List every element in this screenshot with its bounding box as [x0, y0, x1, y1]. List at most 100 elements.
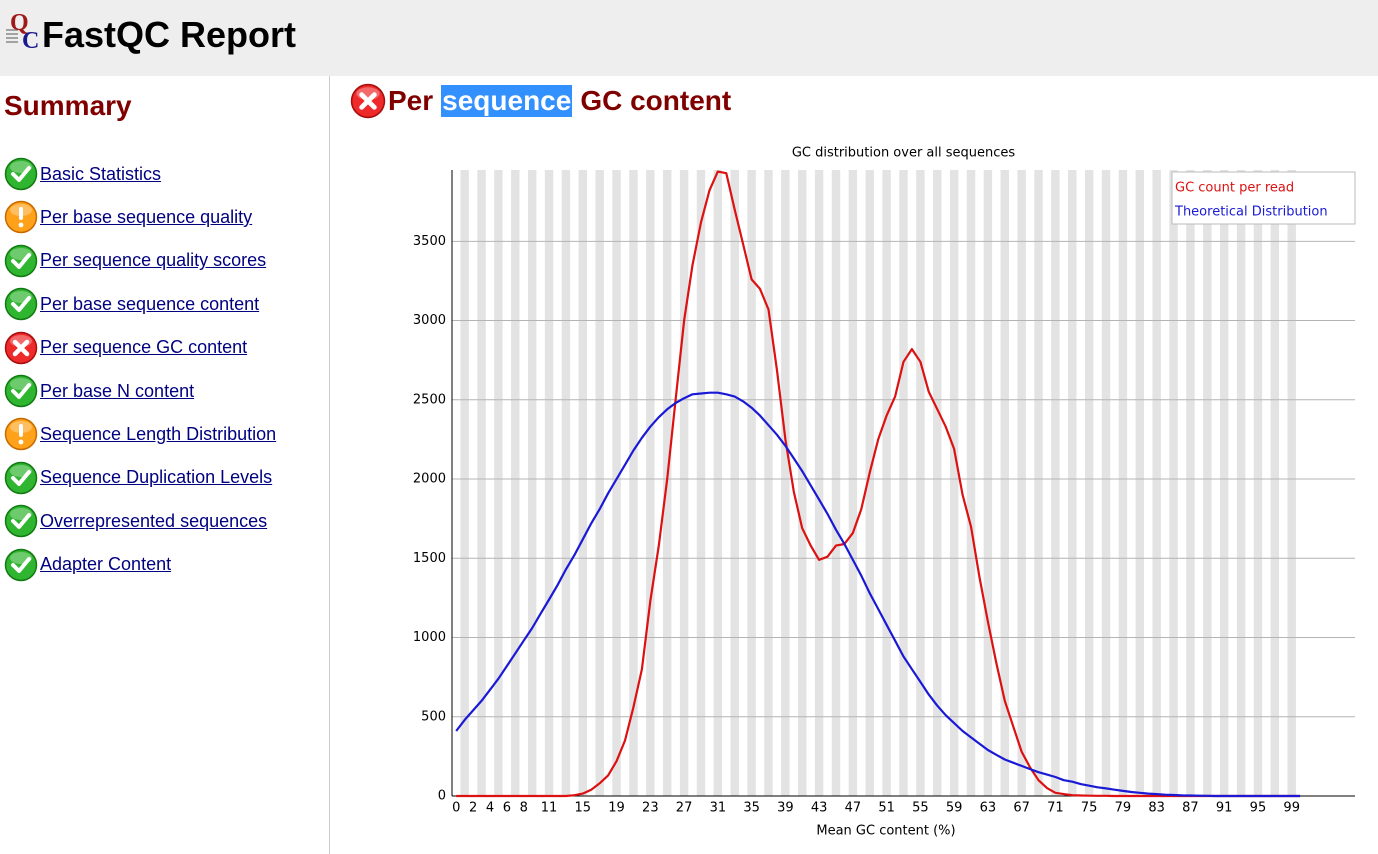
x-tick-label: 4 — [486, 801, 494, 816]
y-tick-label: 0 — [438, 789, 446, 804]
summary-link[interactable]: Basic Statistics — [40, 163, 162, 184]
summary-link[interactable]: Per base sequence content — [40, 293, 260, 314]
stripe — [1253, 170, 1263, 796]
x-tick-label: 15 — [575, 801, 592, 816]
logo: Q C — [6, 10, 39, 50]
section-heading: Per sequence GC content — [350, 78, 739, 124]
stripe — [1152, 170, 1161, 796]
stripe — [595, 170, 604, 796]
x-tick-label: 31 — [710, 801, 727, 816]
status-icon — [4, 331, 38, 364]
stripe — [696, 170, 706, 796]
series-line — [456, 170, 1301, 798]
stripe — [713, 170, 723, 796]
section-title: GC content — [580, 85, 732, 116]
summary-item: Adapter Content — [4, 548, 171, 582]
status-icon — [4, 548, 38, 581]
legend-label: Theoretical Distribution — [1174, 205, 1328, 220]
sidebar: Summary Basic Statistics Per base sequenc… — [0, 76, 330, 854]
y-tick-label: 1000 — [413, 630, 446, 645]
x-tick-label: 43 — [811, 801, 828, 816]
x-tick-label: 47 — [845, 801, 862, 816]
x-tick-label: 79 — [1115, 801, 1132, 816]
stripe — [1135, 170, 1145, 796]
stripe — [629, 170, 638, 796]
summary-item: Per base N content — [4, 374, 194, 408]
x-tick-label: 83 — [1148, 801, 1165, 816]
x-tick-label: 2 — [469, 801, 477, 816]
page-title: FastQC Report — [42, 14, 297, 55]
summary-item: Overrepresented sequences — [4, 504, 267, 538]
x-tick-label: 95 — [1250, 801, 1267, 816]
stripe — [477, 170, 486, 796]
status-icon — [4, 504, 38, 538]
stripe — [578, 170, 588, 796]
section-title: Per — [388, 85, 434, 116]
stripe — [662, 170, 672, 796]
summary-title: Summary — [4, 90, 132, 121]
summary-link[interactable]: Overrepresented sequences — [40, 510, 268, 531]
status-icon — [4, 201, 38, 234]
x-tick-label: 87 — [1182, 801, 1199, 816]
legend-label: GC count per read — [1175, 181, 1294, 196]
stripe — [561, 170, 571, 796]
section-title: sequence — [441, 85, 573, 117]
summary-link[interactable]: Per sequence GC content — [40, 337, 248, 358]
summary-item: Per base sequence content — [4, 287, 259, 321]
summary-link[interactable]: Per base N content — [40, 380, 195, 401]
svg-text:C: C — [22, 28, 39, 50]
stripe — [494, 170, 503, 796]
stripe — [831, 170, 841, 796]
stripe — [612, 170, 621, 796]
stripe — [511, 170, 520, 796]
stripe — [814, 170, 824, 796]
x-tick-label: 71 — [1047, 801, 1064, 816]
y-tick-label: 3000 — [413, 313, 446, 328]
stripe — [798, 170, 807, 796]
x-tick-label: 75 — [1081, 801, 1098, 816]
x-tick-label: 11 — [541, 801, 558, 816]
stripe — [1118, 170, 1128, 796]
stripe — [916, 170, 925, 796]
summary-link[interactable]: Per base sequence quality — [40, 206, 253, 227]
stripe — [1101, 170, 1111, 796]
x-tick-label: 63 — [980, 801, 997, 816]
stripe — [882, 170, 891, 796]
stripe — [764, 170, 773, 796]
stripe — [1203, 170, 1212, 796]
summary-link[interactable]: Sequence Length Distribution — [40, 423, 277, 444]
stripe — [1034, 170, 1043, 796]
x-tick-label: 8 — [520, 801, 528, 816]
legend-box — [1171, 171, 1356, 225]
status-icon — [350, 83, 386, 119]
stripe — [983, 170, 993, 796]
stripe — [747, 170, 756, 796]
status-icon — [4, 244, 38, 278]
summary-link[interactable]: Per sequence quality scores — [40, 250, 267, 271]
x-tick-label: 19 — [608, 801, 625, 816]
summary-link[interactable]: Adapter Content — [40, 554, 172, 575]
stripe — [1068, 170, 1077, 796]
svg-text:Q: Q — [10, 10, 29, 36]
x-tick-label: 91 — [1216, 801, 1233, 816]
stripe — [781, 170, 790, 796]
summary-link[interactable]: Sequence Duplication Levels — [40, 467, 273, 488]
stripe — [1186, 170, 1195, 796]
stripe — [966, 170, 976, 796]
y-tick-label: 2500 — [413, 392, 446, 407]
stripe — [679, 170, 689, 796]
header: Q C FastQC Report — [0, 0, 1378, 76]
series-line — [455, 391, 1301, 798]
x-tick-label: 35 — [743, 801, 760, 816]
stripe — [1084, 170, 1094, 796]
x-tick-label: 67 — [1013, 801, 1030, 816]
x-tick-label: 6 — [503, 801, 511, 816]
x-axis-label: Mean GC content (%) — [816, 824, 955, 839]
y-tick-label: 3500 — [413, 234, 446, 249]
stripe — [1219, 170, 1229, 796]
x-tick-label: 39 — [777, 801, 794, 816]
summary-item: Per sequence quality scores — [4, 244, 266, 278]
y-tick-label: 500 — [421, 709, 446, 724]
